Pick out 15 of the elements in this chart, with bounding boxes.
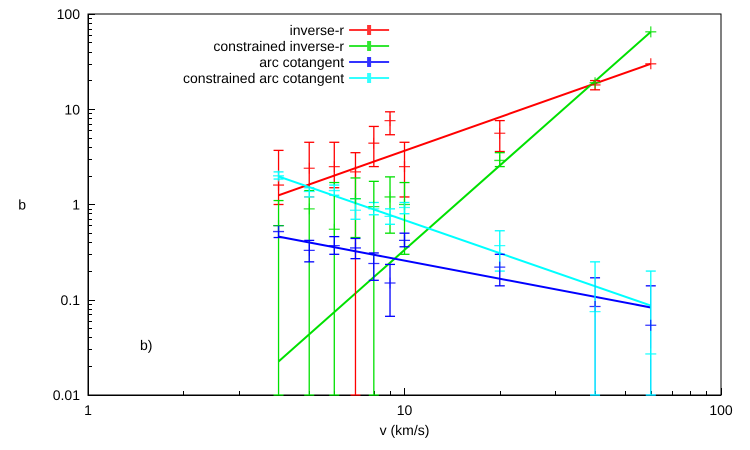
x-tick-label: 100 bbox=[709, 402, 733, 418]
y-tick-label: 10 bbox=[64, 101, 80, 118]
y-tick-label: 0.1 bbox=[60, 292, 80, 308]
annotation: b) bbox=[140, 337, 152, 353]
y-tick-label: 1 bbox=[72, 196, 80, 212]
x-tick-label: 10 bbox=[396, 402, 412, 418]
legend-label: constrained arc cotangent bbox=[182, 70, 344, 86]
y-tick-label: 100 bbox=[56, 6, 80, 22]
legend-label: constrained inverse-r bbox=[213, 38, 344, 54]
x-axis-title: v (km/s) bbox=[380, 422, 430, 438]
y-axis-title: b bbox=[18, 196, 26, 212]
y-tick-label: 0.01 bbox=[52, 387, 80, 403]
legend-label: inverse-r bbox=[290, 22, 344, 38]
legend-label: arc cotangent bbox=[259, 54, 344, 70]
x-tick-label: 1 bbox=[84, 402, 92, 418]
